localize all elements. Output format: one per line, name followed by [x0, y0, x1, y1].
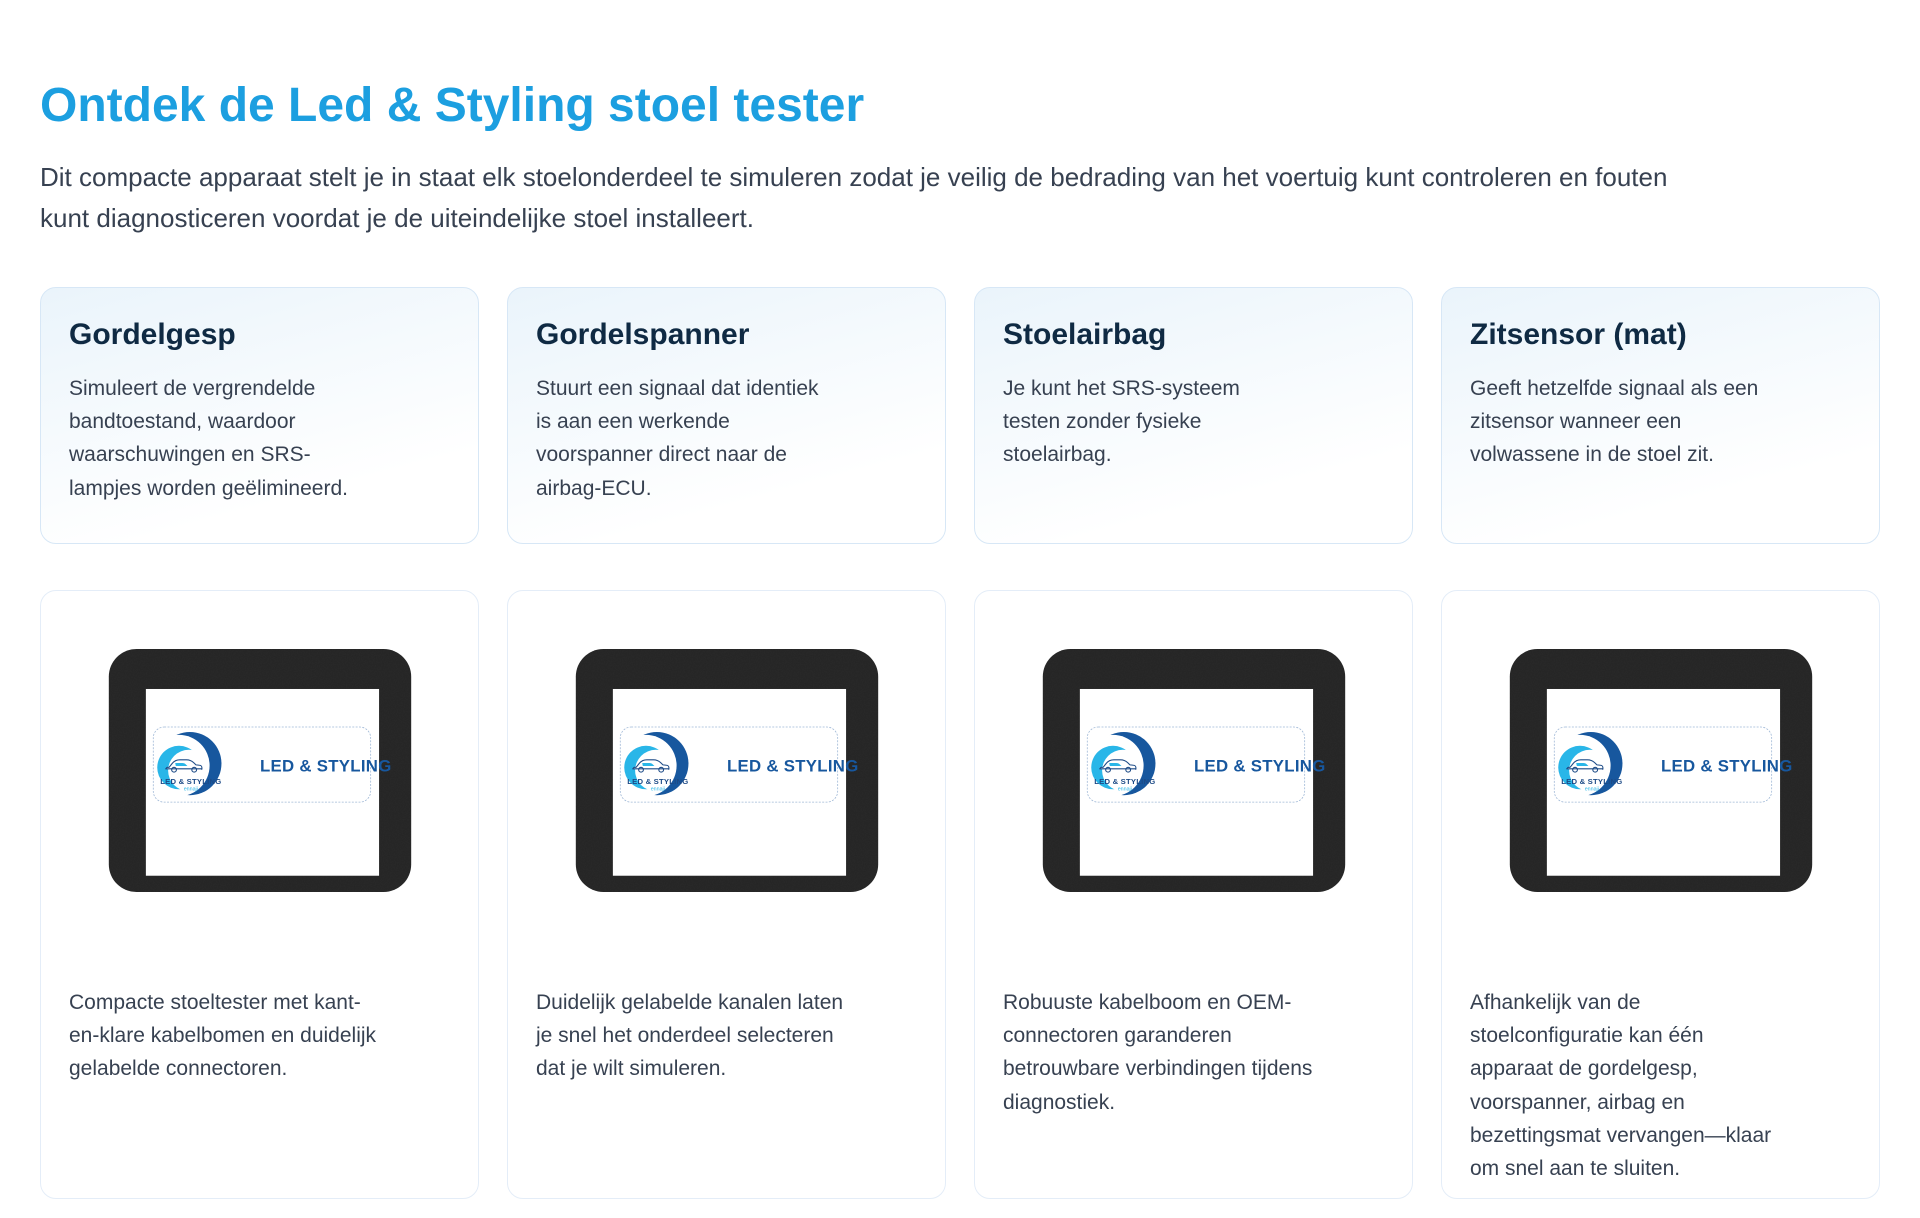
svg-text:LED & STYLING: LED & STYLING	[727, 756, 859, 775]
svg-text:LED & STYLING: LED & STYLING	[260, 756, 392, 775]
svg-text:LED & STYLING: LED & STYLING	[1094, 777, 1155, 786]
svg-text:LED & STYLING: LED & STYLING	[627, 777, 688, 786]
svg-text:LED & STYLING: LED & STYLING	[1194, 756, 1326, 775]
svg-text:ennaji: ennaji	[1117, 786, 1131, 792]
svg-text:LED & STYLING: LED & STYLING	[160, 777, 221, 786]
svg-text:ennaji: ennaji	[1584, 786, 1598, 792]
svg-text:ennaji: ennaji	[183, 786, 197, 792]
svg-text:LED & STYLING: LED & STYLING	[1661, 756, 1793, 775]
svg-text:ennaji: ennaji	[650, 786, 664, 792]
svg-text:LED & STYLING: LED & STYLING	[1561, 777, 1622, 786]
